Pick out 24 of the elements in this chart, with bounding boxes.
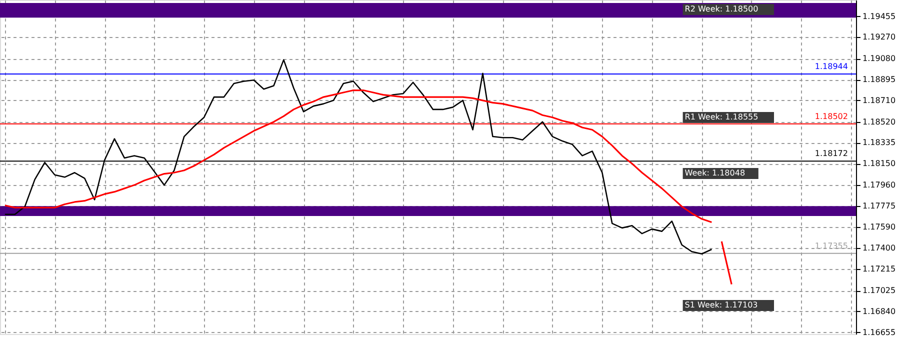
y-tick-label: 1.18520	[862, 117, 896, 126]
ref-line-label: 1.17355	[814, 241, 848, 250]
y-tick-label: 1.19080	[862, 54, 896, 64]
y-tick-label: 1.18710	[862, 96, 896, 105]
y-tick-label: 1.17960	[862, 180, 896, 190]
annotation: R1 Week: 1.18555	[684, 112, 758, 122]
y-tick-label: 1.17590	[862, 222, 896, 232]
y-tick-label: 1.18895	[862, 75, 896, 84]
y-tick-label: 1.18150	[862, 159, 896, 168]
annotation: Week: 1.18048	[684, 168, 746, 178]
ref-line-label: 1.18502	[814, 112, 848, 121]
y-tick-label: 1.19455	[862, 12, 896, 21]
ref-line-label: 1.18172	[814, 149, 848, 158]
y-tick-label: 1.19270	[862, 32, 896, 42]
y-tick-label: 1.16840	[862, 306, 896, 316]
ref-line-label: 1.18944	[814, 62, 848, 72]
y-tick-label: 1.16655	[862, 328, 896, 337]
annotation: S1 Week: 1.17103	[684, 300, 758, 310]
y-tick-label: 1.17025	[862, 286, 896, 296]
annotation: R2 Week: 1.18500	[684, 4, 758, 14]
y-tick-label: 1.17400	[862, 244, 896, 253]
y-tick-label: 1.18335	[862, 138, 896, 148]
y-tick-label: 1.17215	[862, 264, 896, 274]
y-tick-label: 1.17775	[862, 201, 896, 210]
